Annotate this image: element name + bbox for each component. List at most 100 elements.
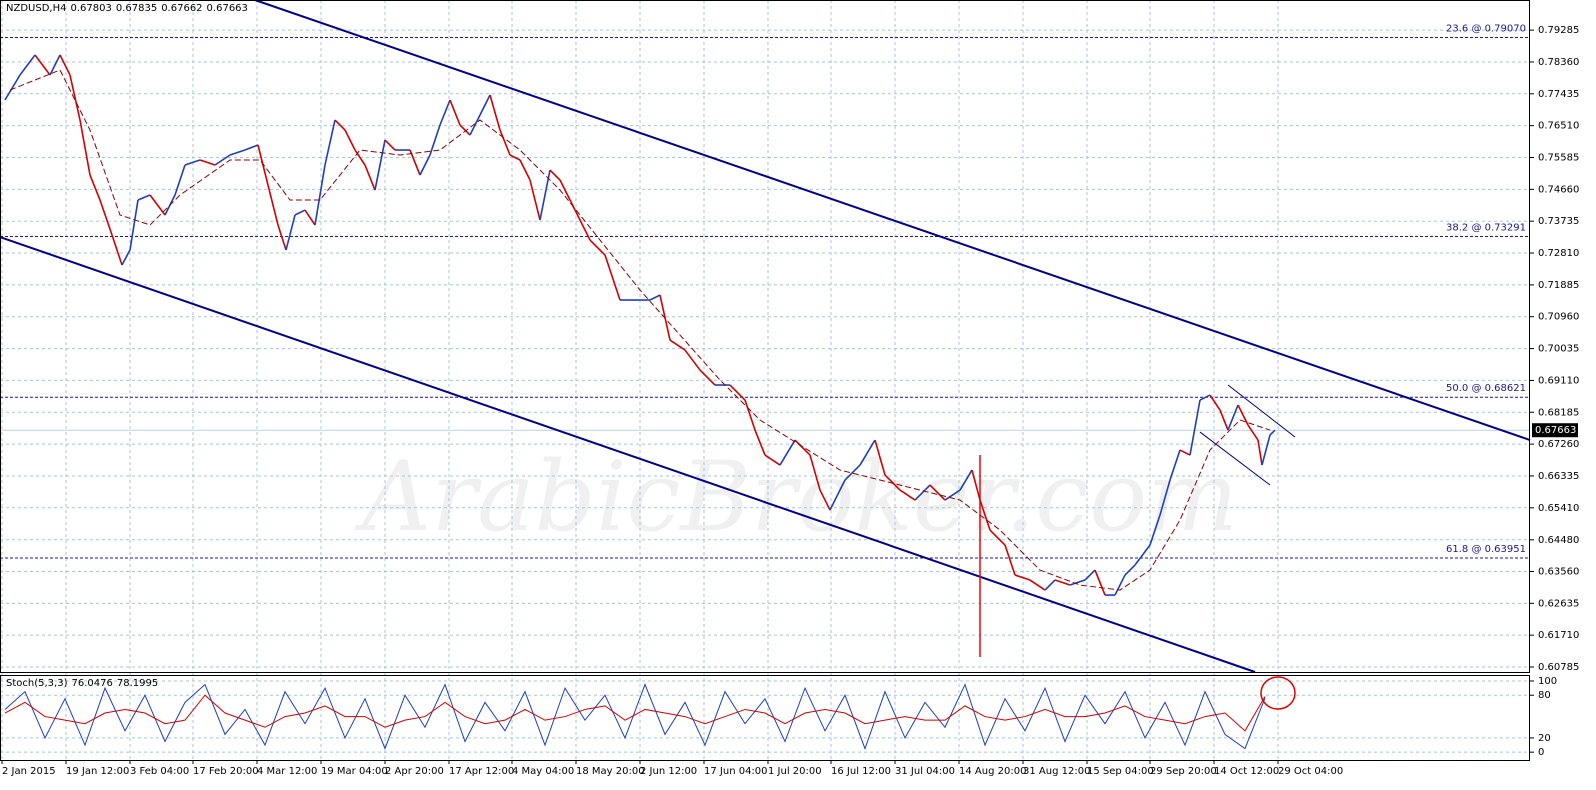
y-tick-label: 0.66335	[1538, 471, 1579, 482]
y-tick-label: 0.65410	[1538, 503, 1579, 514]
y-tick-label: 0.72810	[1538, 248, 1579, 259]
x-tick-label: 17 Feb 20:00	[193, 766, 259, 777]
y-tick-label: 0.79285	[1538, 25, 1579, 36]
x-tick-label: 19 Jan 12:00	[66, 766, 129, 777]
price-segment	[499, 129, 511, 156]
price-segment	[899, 489, 916, 501]
stoch-signal: 78.1995	[117, 678, 158, 689]
price-segment	[1269, 429, 1276, 436]
x-tick-label: 14 Oct 12:00	[1214, 766, 1279, 777]
price-segment	[4, 74, 21, 101]
fib-label: 38.2 @ 0.73291	[1446, 222, 1526, 233]
price-segment	[844, 464, 861, 481]
price-segment	[19, 54, 36, 76]
y-tick-label: 0.70960	[1538, 312, 1579, 323]
chart-header: NZDUSD,H4 0.67803 0.67835 0.67662 0.67663	[6, 3, 248, 14]
high: 0.67835	[116, 3, 157, 14]
x-tick-label: 17 Jun 04:00	[704, 766, 768, 777]
price-segment	[574, 209, 591, 241]
price-segment	[1014, 574, 1031, 581]
price-segment	[1044, 579, 1056, 591]
price-segment	[1199, 394, 1211, 401]
close: 0.67663	[207, 3, 248, 14]
price-segment	[459, 124, 471, 136]
price-segment	[1084, 569, 1096, 581]
y-tick-label: 0.69110	[1538, 375, 1579, 386]
watermark: ArabicBroker.com	[354, 441, 1238, 553]
price-segment	[539, 169, 551, 221]
price-segment	[959, 469, 973, 491]
price-segment	[604, 254, 621, 301]
price-segment	[1029, 579, 1046, 591]
stoch-header: Stoch(5,3,3) 76.0476 78.1995	[6, 678, 158, 689]
x-tick-label: 18 May 20:00	[576, 766, 645, 777]
highlight-circle	[1260, 676, 1296, 710]
x-tick-label: 3 Feb 04:00	[130, 766, 189, 777]
price-segment	[429, 124, 441, 156]
price-segment	[199, 159, 216, 166]
y-tick-label: 0.60785	[1538, 662, 1579, 673]
price-segment	[384, 139, 396, 151]
x-tick-label: 4 May 04:00	[512, 766, 574, 777]
price-segment	[89, 174, 101, 201]
price-segment	[344, 129, 356, 151]
price-segment	[874, 439, 886, 476]
price-segment	[979, 499, 991, 531]
price-segment	[137, 194, 151, 201]
x-tick-label: 19 Mar 04:00	[321, 766, 388, 777]
price-segment	[1209, 394, 1221, 411]
price-segment	[529, 179, 541, 221]
price-segment	[944, 489, 961, 501]
price-segment	[764, 454, 781, 466]
x-tick-label: 29 Oct 04:00	[1278, 766, 1343, 777]
price-segment	[809, 454, 821, 491]
trend-line	[254, 0, 1531, 441]
y-tick-label: 0.75585	[1538, 153, 1579, 164]
y-tick-label: 0.74660	[1538, 184, 1579, 195]
price-segment	[364, 164, 376, 191]
price-segment	[409, 149, 421, 176]
price-segment	[214, 154, 231, 166]
background-layer: ArabicBroker.com	[354, 441, 1238, 553]
price-segment	[267, 184, 279, 226]
y-tick-label: 20	[1538, 733, 1551, 744]
price-segment	[1179, 449, 1191, 456]
stoch-main: 76.0476	[71, 678, 112, 689]
price-segment	[971, 469, 981, 501]
y-tick-label: 0.61710	[1538, 630, 1579, 641]
price-segment	[285, 214, 296, 251]
price-segment	[59, 54, 71, 76]
price-segment	[439, 99, 451, 126]
y-tick-label: 0.64480	[1538, 535, 1579, 546]
price-segment	[649, 294, 661, 301]
price-segment	[914, 484, 931, 501]
price-segment	[79, 119, 91, 176]
price-segment	[1134, 544, 1151, 566]
price-segment	[519, 159, 531, 181]
price-segment	[277, 224, 287, 251]
price-segment	[819, 489, 831, 511]
stoch-pane-border	[0, 675, 1530, 761]
price-segment	[419, 154, 431, 176]
price-segment	[257, 144, 269, 186]
price-segment	[244, 144, 259, 151]
price-segment	[1114, 574, 1126, 596]
price-segment	[929, 484, 946, 501]
price-segment	[99, 199, 113, 236]
x-tick-label: 15 Sep 04:00	[1087, 766, 1154, 777]
price-segment	[1159, 479, 1171, 516]
y-tick-label: 0.73735	[1538, 216, 1579, 227]
last-price-box	[1532, 423, 1578, 438]
plot-layer: 2 Jan 2015 19 Jan 12:00 3 Feb 04:00 17 Feb …	[0, 0, 1579, 777]
trend-line	[1227, 384, 1296, 438]
symbol: NZDUSD,H4	[6, 3, 66, 14]
price-segment	[829, 479, 846, 511]
x-tick-label: 16 Jul 12:00	[831, 766, 891, 777]
oscillator-line	[4, 683, 1266, 751]
price-segment	[354, 149, 366, 166]
price-segment	[859, 439, 876, 466]
price-segment	[1219, 409, 1229, 431]
x-tick-label: 2 Jun 12:00	[640, 766, 697, 777]
